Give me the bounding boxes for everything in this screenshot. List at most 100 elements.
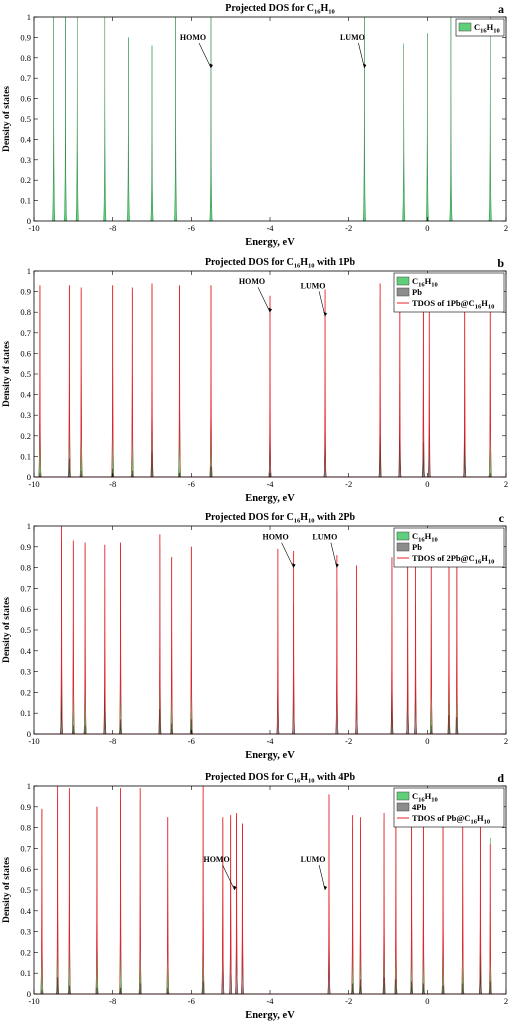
legend-label: TDOS of Pb@C16H10 [412, 813, 490, 826]
dos-peak-1-1-10 [378, 435, 382, 478]
text-part: 16 [294, 518, 301, 525]
text-part: H [300, 772, 308, 783]
annotation-label: HOMO [262, 533, 288, 542]
text-part: 16 [418, 797, 425, 804]
y-tick-label: 0 [27, 729, 31, 739]
dos-peak-2-1-16 [447, 715, 451, 735]
y-tick-label: 0.4 [20, 134, 31, 144]
text-part: H [425, 791, 432, 801]
text-part: 10 [308, 518, 315, 525]
arrow-head [209, 63, 213, 68]
dos-peak-2-1-4 [119, 719, 123, 735]
dos-peak-2-1-5 [158, 709, 162, 735]
text-part: Projected DOS for C [205, 772, 294, 783]
annotation-label: LUMO [301, 281, 326, 290]
y-tick-label: 0.7 [20, 583, 31, 593]
y-tick-label: 0.2 [20, 175, 31, 185]
tdos-peak-2-3 [102, 544, 107, 735]
legend-swatch [396, 802, 410, 812]
y-tick-label: 0.7 [20, 843, 31, 853]
dos-peak-3-1-15 [382, 977, 386, 995]
arrow-head [323, 311, 328, 317]
text-part: 16 [418, 537, 425, 544]
tdos-peak-2-2 [83, 542, 87, 735]
tdos-peak-2-4 [118, 542, 123, 735]
text-part: 16 [480, 28, 487, 35]
dos-peak-1-1-12 [421, 441, 426, 478]
tdos-peak-3-9 [228, 815, 233, 995]
panel-label: d [497, 771, 504, 785]
legend-label: C16H10 [412, 531, 438, 544]
y-tick-label: 0.3 [20, 155, 31, 165]
tdos-peak-1-0 [38, 285, 42, 478]
text-part: TDOS of 1Pb@C [412, 298, 475, 308]
text-part: with 2Pb [315, 512, 356, 523]
tdos-peak-2-1 [71, 540, 76, 735]
text-part: H [425, 531, 432, 541]
tdos-peak-1-7 [209, 285, 213, 478]
dos-peak-0-0-4 [126, 37, 131, 222]
legend-label: C16H10 [412, 276, 438, 289]
y-tick-label: 0.5 [20, 369, 31, 379]
text-part: 4Pb [412, 802, 426, 812]
text-part: H [477, 813, 484, 823]
x-tick-label: -10 [28, 479, 39, 489]
panel-label: c [499, 511, 505, 525]
y-tick-label: 0.7 [20, 73, 31, 83]
x-tick-label: 0 [425, 223, 429, 233]
y-tick-label: 0.2 [20, 687, 31, 697]
tdos-peak-1-5 [150, 283, 154, 478]
tdos-peak-3-11 [240, 823, 245, 995]
dos-peak-1-1-14 [463, 429, 467, 478]
dos-peak-3-1-22 [488, 981, 492, 995]
y-axis-label: Density of states [2, 597, 12, 663]
tdos-peak-2-8 [276, 548, 280, 735]
y-tick-label: 0 [27, 216, 31, 226]
x-axis-label: Energy, eV [245, 493, 295, 504]
legend-swatch [396, 276, 410, 286]
annotation-label: LUMO [312, 533, 337, 542]
tdos-peak-1-4 [130, 287, 135, 478]
y-tick-label: 0.6 [20, 348, 31, 358]
tdos-peak-3-14 [358, 817, 363, 995]
annotation-label: HOMO [180, 33, 206, 42]
x-axis-label: Energy, eV [245, 1010, 295, 1021]
text-part: 10 [488, 304, 495, 311]
dos-peak-3-1-20 [461, 983, 465, 995]
chart-title: Projected DOS for C16H10 with 4Pb [205, 772, 356, 785]
text-part: Projected DOS for C [205, 257, 294, 268]
text-part: 16 [294, 778, 301, 785]
annotation-arrow [198, 42, 212, 69]
arrow-head [323, 885, 328, 890]
dos-peak-3-1-17 [410, 981, 414, 995]
annotation-label: HOMO [239, 277, 265, 286]
dos-peak-1-1-5 [150, 452, 154, 478]
tdos-peak-3-4 [118, 788, 123, 995]
dos-peak-2-1-12 [390, 692, 394, 735]
arrow-head [292, 563, 296, 568]
x-tick-label: -4 [266, 479, 274, 489]
tdos-peak-2-6 [169, 557, 174, 735]
x-tick-label: -8 [109, 736, 116, 746]
y-tick-label: 0.1 [20, 451, 31, 461]
x-tick-label: -4 [266, 996, 274, 1006]
text-part: with 1Pb [315, 257, 356, 268]
tdos-peak-2-12 [390, 557, 394, 735]
y-tick-label: 0.3 [20, 927, 31, 937]
x-tick-label: 2 [504, 479, 508, 489]
y-tick-label: 0.9 [20, 32, 31, 42]
dos-peak-3-1-16 [394, 979, 398, 995]
x-tick-label: -10 [28, 996, 39, 1006]
text-part: with 4Pb [315, 772, 356, 783]
tdos-peak-3-3 [95, 806, 99, 995]
y-tick-label: 0.1 [20, 196, 31, 206]
panel-a: 0 0.1 0.2 0.3 0.4 0.5 0.6 0.7 0.8 0.9 1 -10 -8 -6 -4 -2… [2, 2, 508, 248]
tdos-peak-2-10 [335, 555, 339, 735]
text-part: C [412, 531, 418, 541]
legend-swatch [458, 22, 472, 32]
text-part: H [321, 3, 329, 14]
tdos-peak-2-7 [189, 546, 194, 735]
text-part: 16 [294, 263, 301, 270]
text-part: TDOS of Pb@C [412, 813, 470, 823]
x-tick-label: -6 [188, 223, 195, 233]
